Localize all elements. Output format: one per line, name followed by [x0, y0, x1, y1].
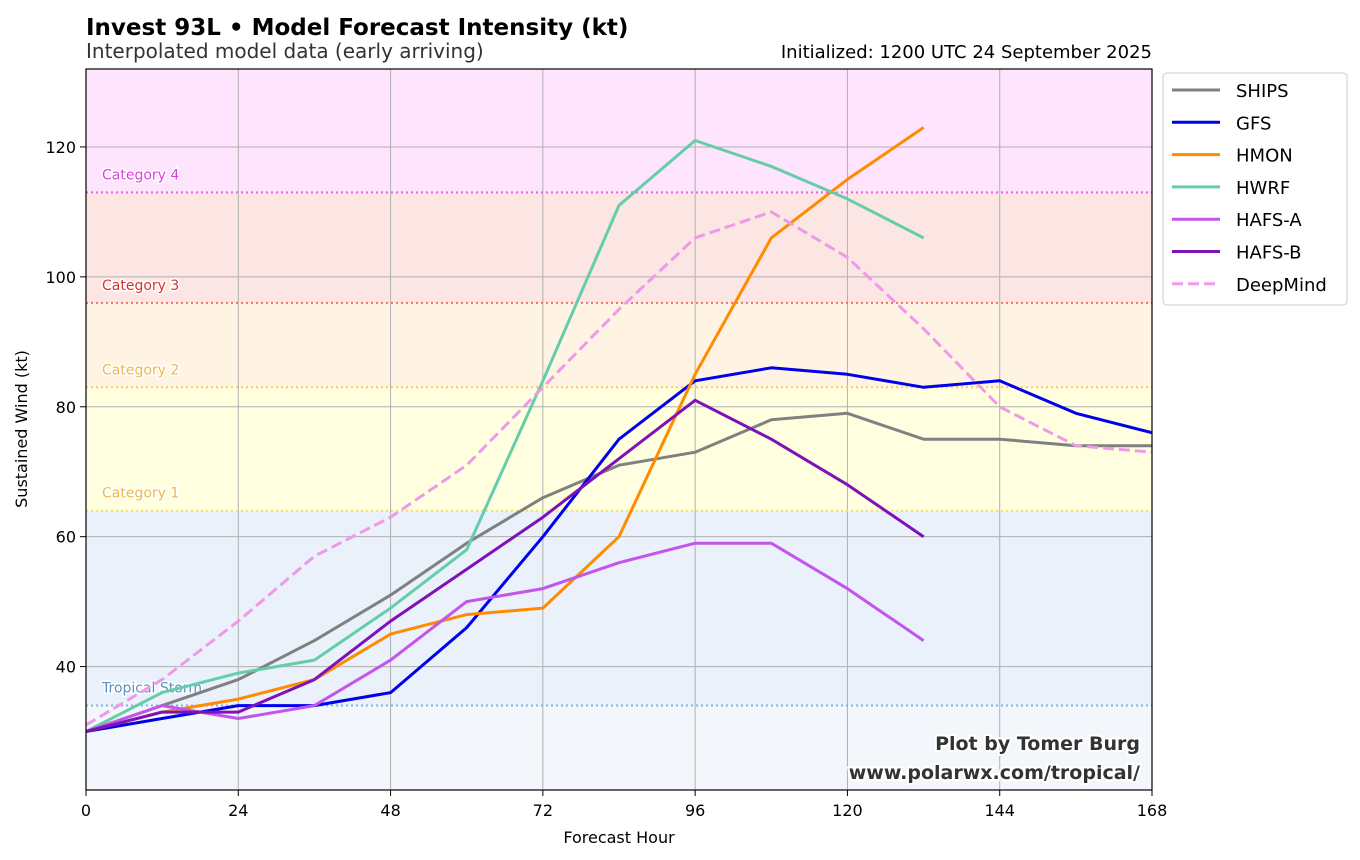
legend-label-gfs: GFS: [1236, 113, 1271, 134]
y-axis-ticks: 40 60 80 100 120: [45, 138, 86, 677]
credit-author: Plot by Tomer Burg: [935, 733, 1140, 755]
band-category-2: [86, 302, 1152, 388]
band-category-3: [86, 192, 1152, 303]
chart-title: Invest 93L • Model Forecast Intensity (k…: [86, 15, 628, 41]
x-axis-ticks: 0 24 48 72 96 120 144 168: [81, 790, 1167, 820]
series-line-hafs-b: [85, 398, 925, 733]
x-tick-label-72: 72: [533, 801, 553, 820]
legend-label-ships: SHIPS: [1236, 81, 1289, 102]
category-bands: [86, 69, 1152, 790]
label-tropical-storm: Tropical Storm: [101, 681, 202, 697]
x-tick-label-144: 144: [984, 801, 1015, 820]
series-line-hafs-a: [85, 541, 925, 733]
y-axis-label: Sustained Wind (kt): [12, 350, 31, 508]
legend-label-hwrf: HWRF: [1236, 178, 1290, 199]
x-axis-label: Forecast Hour: [563, 828, 675, 847]
chart-subtitle: Interpolated model data (early arriving): [86, 39, 484, 63]
series-line-ships: [85, 411, 1152, 733]
label-category-1: Category 1: [102, 486, 179, 502]
series-line-hmon: [85, 126, 925, 733]
series-line-hwrf: [85, 139, 925, 733]
band-below-tropical-storm: [86, 705, 1152, 790]
series-line-deepmind: [85, 210, 1153, 727]
x-tick-label-0: 0: [81, 801, 91, 820]
y-tick-label-120: 120: [45, 138, 76, 157]
legend-label-hmon: HMON: [1236, 146, 1293, 167]
legend: SHIPS GFS HMON HWRF HAFS-A HAFS-B DeepMind: [1162, 72, 1348, 306]
band-tropical-storm: [86, 510, 1152, 706]
x-tick-label-48: 48: [380, 801, 400, 820]
band-category-4: [86, 69, 1152, 193]
credit-url: www.polarwx.com/tropical/: [849, 762, 1140, 784]
label-category-4: Category 4: [102, 167, 179, 183]
legend-label-hafs-b: HAFS-B: [1236, 243, 1302, 264]
y-tick-label-80: 80: [56, 398, 76, 417]
legend-label-deepmind: DeepMind: [1236, 275, 1327, 296]
x-tick-label-96: 96: [685, 801, 705, 820]
x-tick-label-168: 168: [1137, 801, 1168, 820]
y-tick-label-60: 60: [56, 528, 76, 547]
plot-frame: [85, 68, 1153, 791]
legend-box: [1162, 72, 1348, 306]
initialized-time: Initialized: 1200 UTC 24 September 2025: [781, 42, 1152, 63]
x-tick-label-24: 24: [228, 801, 248, 820]
series-line-gfs: [85, 366, 1153, 733]
y-tick-label-40: 40: [56, 658, 76, 677]
band-category-1: [86, 387, 1152, 511]
label-category-2: Category 2: [102, 362, 179, 378]
legend-label-hafs-a: HAFS-A: [1236, 210, 1302, 231]
y-tick-label-100: 100: [45, 268, 76, 287]
model-series: [85, 126, 1153, 733]
label-category-3: Category 3: [102, 278, 179, 294]
category-threshold-lines: Tropical Storm Category 1 Category 2 Catego…: [86, 166, 1152, 707]
x-tick-label-120: 120: [832, 801, 863, 820]
